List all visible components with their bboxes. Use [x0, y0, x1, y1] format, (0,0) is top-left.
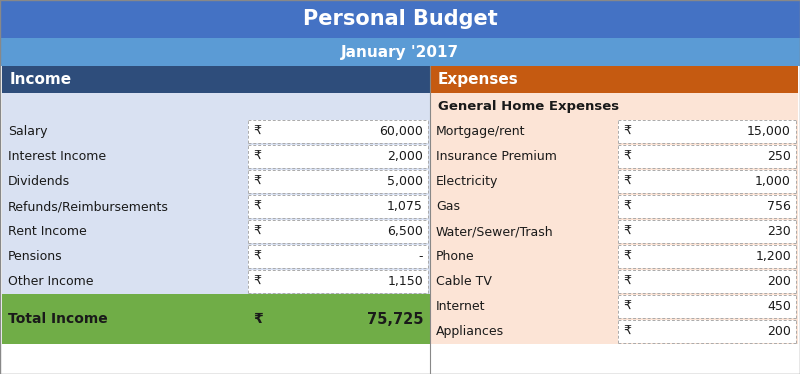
Text: 60,000: 60,000 [379, 125, 423, 138]
Bar [248, 195, 428, 218]
Text: 450: 450 [767, 300, 791, 313]
Text: Phone: Phone [436, 250, 474, 263]
Bar [430, 244, 798, 269]
Text: ₹: ₹ [253, 200, 261, 213]
Bar [618, 270, 796, 293]
Bar [430, 319, 798, 344]
Text: ₹: ₹ [253, 225, 261, 238]
Text: 15,000: 15,000 [747, 125, 791, 138]
Bar [248, 270, 428, 293]
Text: ₹: ₹ [623, 225, 631, 238]
Bar [248, 245, 428, 268]
Text: 1,150: 1,150 [387, 275, 423, 288]
Bar [430, 119, 798, 144]
Text: ₹: ₹ [623, 200, 631, 213]
Bar [430, 294, 798, 319]
Bar [248, 120, 428, 143]
Bar [430, 219, 798, 244]
Bar [430, 144, 798, 169]
Bar [618, 145, 796, 168]
Text: ₹: ₹ [253, 175, 261, 188]
Text: Pensions: Pensions [8, 250, 62, 263]
Text: ₹: ₹ [253, 150, 261, 163]
Text: Water/Sewer/Trash: Water/Sewer/Trash [436, 225, 554, 238]
Bar [0, 0, 800, 38]
Text: 756: 756 [767, 200, 791, 213]
Bar [2, 93, 430, 119]
Bar [618, 170, 796, 193]
Bar [2, 144, 430, 169]
Bar [2, 294, 430, 344]
Bar [248, 170, 428, 193]
Bar [430, 269, 798, 294]
Bar [2, 119, 430, 144]
Text: Cable TV: Cable TV [436, 275, 492, 288]
Text: Appliances: Appliances [436, 325, 504, 338]
Bar [430, 169, 798, 194]
Text: ₹: ₹ [623, 250, 631, 263]
Text: Electricity: Electricity [436, 175, 498, 188]
Text: ₹: ₹ [623, 325, 631, 338]
Text: Other Income: Other Income [8, 275, 94, 288]
Bar [248, 145, 428, 168]
Text: Interest Income: Interest Income [8, 150, 106, 163]
Text: Gas: Gas [436, 200, 460, 213]
Text: Personal Budget: Personal Budget [302, 9, 498, 29]
Bar [0, 38, 800, 66]
Text: ₹: ₹ [253, 250, 261, 263]
Bar [618, 195, 796, 218]
Text: ₹: ₹ [253, 125, 261, 138]
Text: 2,000: 2,000 [387, 150, 423, 163]
Bar [430, 93, 798, 119]
Bar [618, 120, 796, 143]
Text: Expenses: Expenses [438, 72, 518, 87]
Text: Insurance Premium: Insurance Premium [436, 150, 557, 163]
Text: ₹: ₹ [623, 175, 631, 188]
Bar [430, 66, 798, 93]
Bar [2, 219, 430, 244]
Bar [430, 194, 798, 219]
Text: 75,725: 75,725 [366, 312, 423, 327]
Text: Rent Income: Rent Income [8, 225, 86, 238]
Text: 1,075: 1,075 [387, 200, 423, 213]
Bar [618, 295, 796, 318]
Text: ₹: ₹ [623, 125, 631, 138]
Text: Income: Income [10, 72, 72, 87]
Bar [2, 66, 430, 93]
Text: General Home Expenses: General Home Expenses [438, 99, 619, 113]
Text: Salary: Salary [8, 125, 47, 138]
Text: 200: 200 [767, 275, 791, 288]
Text: Mortgage/rent: Mortgage/rent [436, 125, 526, 138]
Bar [2, 194, 430, 219]
Text: ₹: ₹ [253, 312, 262, 326]
Text: 1,200: 1,200 [755, 250, 791, 263]
Text: Dividends: Dividends [8, 175, 70, 188]
Text: January '2017: January '2017 [341, 45, 459, 59]
Text: Internet: Internet [436, 300, 486, 313]
Text: ₹: ₹ [623, 275, 631, 288]
Text: Refunds/Reimbursements: Refunds/Reimbursements [8, 200, 169, 213]
Text: 200: 200 [767, 325, 791, 338]
Bar [2, 269, 430, 294]
Text: ₹: ₹ [623, 300, 631, 313]
Text: -: - [418, 250, 423, 263]
Text: ₹: ₹ [253, 275, 261, 288]
Bar [2, 294, 430, 319]
Text: Total Income: Total Income [8, 312, 108, 326]
Text: ₹: ₹ [623, 150, 631, 163]
Text: 250: 250 [767, 150, 791, 163]
Text: 230: 230 [767, 225, 791, 238]
Bar [618, 220, 796, 243]
Bar [2, 169, 430, 194]
Bar [618, 320, 796, 343]
Text: 5,000: 5,000 [387, 175, 423, 188]
Bar [2, 319, 430, 344]
Text: 1,000: 1,000 [755, 175, 791, 188]
Bar [248, 220, 428, 243]
Bar [2, 244, 430, 269]
Text: 6,500: 6,500 [387, 225, 423, 238]
Bar [618, 245, 796, 268]
